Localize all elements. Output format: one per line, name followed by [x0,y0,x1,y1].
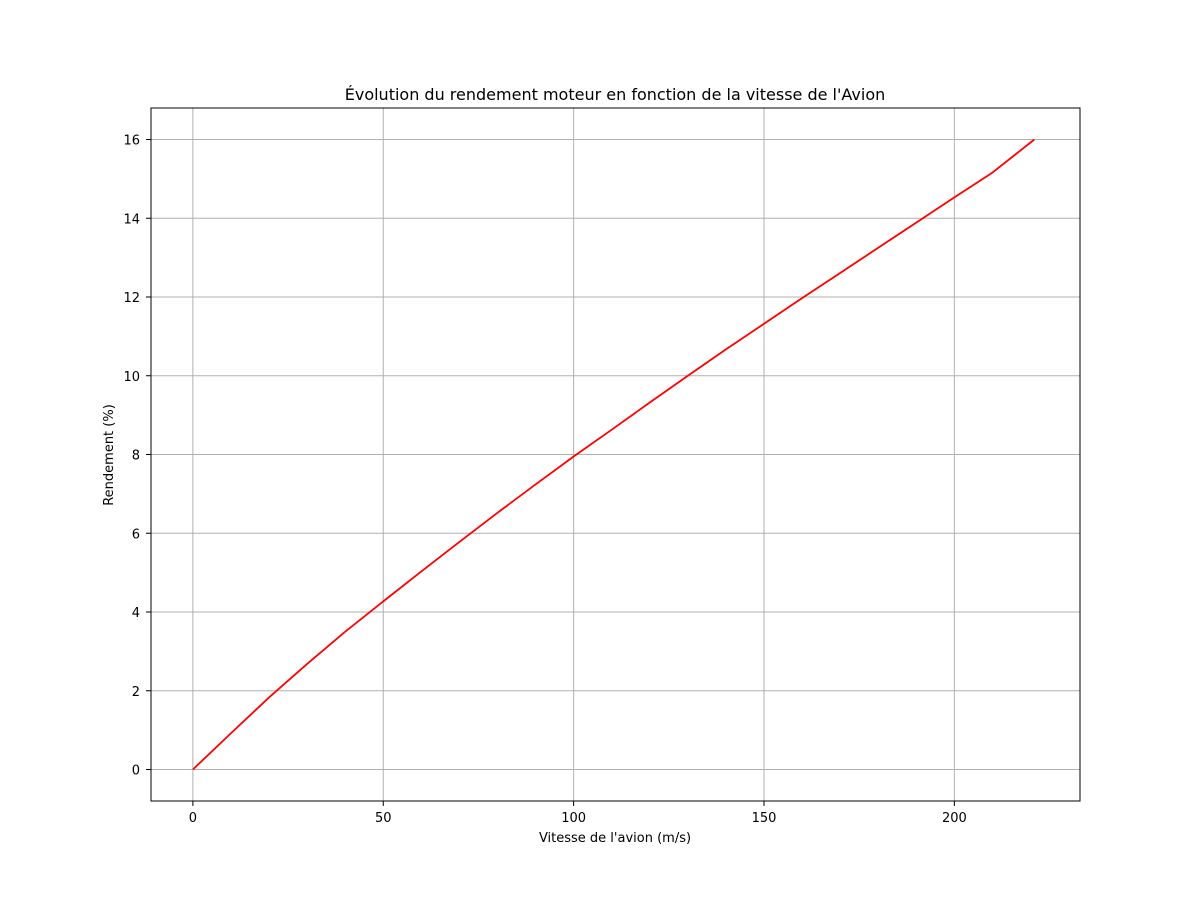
y-tick-label: 2 [132,685,140,700]
grid [151,108,1080,801]
x-tick-label: 100 [561,811,586,826]
x-tick-label: 200 [942,811,967,826]
y-tick-label: 14 [123,212,140,227]
y-tick-label: 6 [132,527,140,542]
x-axis-label: Vitesse de l'avion (m/s) [539,831,691,846]
x-axis-ticks: 0 50 100 150 200 [189,801,967,826]
x-tick-label: 50 [375,811,392,826]
y-tick-label: 10 [123,370,140,385]
y-axis-ticks: 0 2 4 6 8 10 12 14 16 [123,134,151,779]
series-line [192,138,1035,771]
y-tick-label: 12 [123,291,140,306]
series-layer [192,138,1035,771]
y-axis-label: Rendement (%) [102,404,117,506]
x-tick-label: 150 [752,811,777,826]
y-tick-label: 16 [123,134,140,149]
chart-title: Évolution du rendement moteur en fonctio… [345,85,886,104]
x-tick-label: 0 [189,811,197,826]
y-tick-label: 4 [132,606,140,621]
plot-frame [150,107,1081,802]
y-tick-label: 8 [132,449,140,464]
y-tick-label: 0 [132,764,140,779]
